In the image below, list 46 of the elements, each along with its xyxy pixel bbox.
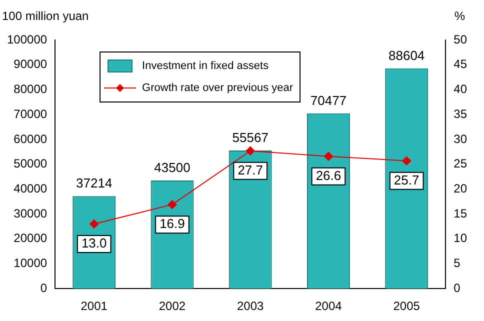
y-tick-label: 40000 xyxy=(14,181,48,196)
y2-tick-label: 50 xyxy=(454,32,468,46)
y-tick-label: 100000 xyxy=(6,32,48,46)
point xyxy=(246,146,255,156)
legend-label: Growth rate over previous year xyxy=(142,82,294,94)
x-tick-label: 2005 xyxy=(393,299,420,314)
x-tick-label: 2004 xyxy=(315,299,342,314)
y-tick-label: 50000 xyxy=(14,156,48,171)
y2-tick-label: 35 xyxy=(454,106,468,121)
y2-tick-label: 40 xyxy=(454,82,468,96)
data-label: 55567 xyxy=(232,130,268,146)
data-label: 13.0 xyxy=(81,236,107,251)
y2-tick-label: 20 xyxy=(454,181,468,196)
y2-tick-label: 0 xyxy=(454,280,461,295)
data-label: 16.9 xyxy=(160,216,185,232)
data-label: 37214 xyxy=(76,176,112,191)
point xyxy=(402,156,412,166)
legend-label: Investment in fixed assets xyxy=(142,60,270,72)
y2-axis-title: % xyxy=(454,9,466,23)
y-tick-label: 10000 xyxy=(14,256,48,270)
y2-tick-label: 15 xyxy=(454,206,468,220)
data-label: 43500 xyxy=(154,160,190,176)
point xyxy=(324,152,333,161)
y-tick-label: 0 xyxy=(40,280,48,295)
x-tick-label: 2003 xyxy=(236,299,264,314)
y-tick-label: 80000 xyxy=(14,82,48,96)
y-axis-title: 100 million yuan xyxy=(2,9,89,23)
y2-tick-label: 25 xyxy=(454,156,468,171)
y-tick-label: 90000 xyxy=(14,57,48,72)
x-tick-label: 2001 xyxy=(80,299,108,314)
y-tick-label: 70000 xyxy=(14,106,48,121)
y-tick-label: 20000 xyxy=(14,231,48,246)
data-label: 88604 xyxy=(388,48,425,63)
y-tick-label: 60000 xyxy=(14,132,48,146)
point xyxy=(90,219,99,228)
point xyxy=(168,200,177,210)
y2-tick-label: 45 xyxy=(454,57,468,72)
data-label: 25.7 xyxy=(394,172,420,188)
data-label: 27.7 xyxy=(238,162,264,178)
data-label: 70477 xyxy=(310,92,347,108)
y-tick-label: 30000 xyxy=(14,206,48,220)
x-tick-label: 2002 xyxy=(158,299,186,314)
y2-tick-label: 10 xyxy=(454,231,468,246)
data-label: 26.6 xyxy=(316,168,342,183)
y2-tick-label: 30 xyxy=(454,132,468,146)
y2-tick-label: 5 xyxy=(454,256,461,270)
